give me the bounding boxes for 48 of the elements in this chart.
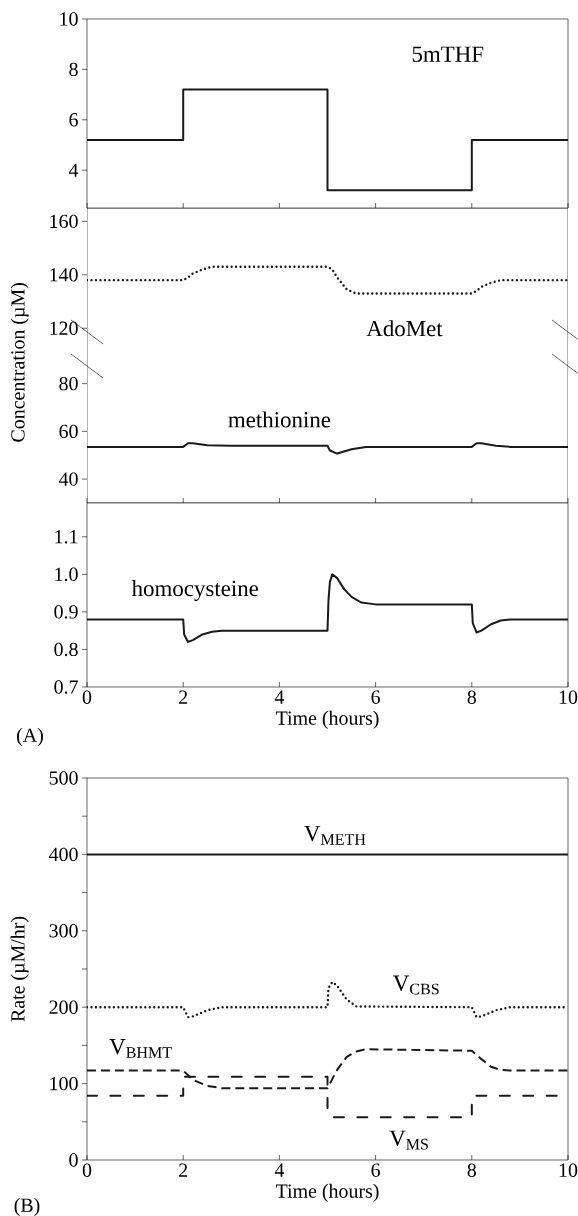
y-tick-label: 300 (49, 924, 78, 938)
y-tick-label: 100 (50, 1076, 78, 1091)
y-tick-label: 140 (50, 268, 78, 282)
series-label: homocysteine (131, 580, 259, 601)
text: (A) (17, 727, 43, 747)
y-tick-label: 4 (68, 163, 79, 177)
text: 5mTHF (412, 46, 484, 62)
y-tick-label: 8 (69, 62, 78, 77)
y-tick-label: 160 (50, 214, 78, 229)
x-tick-label: 10 (559, 690, 578, 704)
line-series (87, 442, 568, 455)
x-tick-label: 2 (179, 690, 188, 704)
y-tick-label: 200 (49, 1000, 78, 1014)
y-tick-label: 500 (49, 771, 78, 785)
series-label: V$_{CBS}$ (393, 975, 439, 995)
y-tick-label: 1.1 (55, 530, 78, 544)
series-label: V$_{MS}$ (389, 1130, 428, 1150)
x-tick-label: 4 (274, 690, 285, 704)
series-label: AdoMet (366, 320, 443, 337)
x-tick-label: 0 (82, 1163, 92, 1177)
y-tick-label: 10 (60, 12, 78, 26)
x-tick-label: 0 (82, 690, 92, 704)
x-tick-label: 4 (274, 1163, 285, 1177)
series-label: V$_{BHMT}$ (109, 1039, 172, 1058)
y-tick-label: 40 (58, 472, 78, 486)
y-axis-title: Rate (µM/hr) (10, 916, 29, 1022)
y-tick-label: 6 (69, 113, 78, 127)
x-axis-title: Time (hours) (275, 710, 379, 729)
y-tick-label: 0 (69, 1153, 78, 1167)
x-tick-label: 10 (559, 1163, 578, 1177)
y-tick-label: 0.9 (54, 605, 78, 619)
x-axis-title: Time (hours) (275, 1183, 379, 1202)
series-label: methionine (228, 411, 331, 428)
x-tick-label: 2 (179, 1163, 188, 1177)
x-tick-label: 6 (371, 1163, 380, 1177)
y-tick-label: 0.8 (54, 642, 78, 657)
x-tick-label: 8 (467, 690, 477, 704)
y-tick-label: 80 (59, 376, 78, 391)
y-axis-title: Concentration (µM) (10, 283, 29, 442)
y-tick-label: 400 (49, 847, 78, 862)
y-tick-label: 120 (50, 321, 78, 335)
text: (B) (14, 1197, 40, 1216)
series-label: V$_{METH}$ (304, 825, 366, 845)
y-tick-label: 60 (59, 424, 78, 439)
x-tick-label: 8 (467, 1163, 477, 1177)
x-tick-label: 6 (371, 690, 380, 704)
y-tick-label: 0.7 (54, 680, 78, 694)
y-tick-label: 1.0 (55, 567, 78, 582)
